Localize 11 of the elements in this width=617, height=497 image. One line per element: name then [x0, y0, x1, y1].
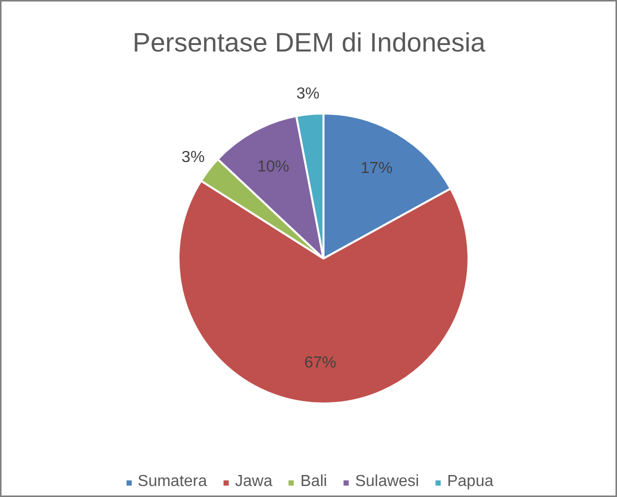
- chart-title: Persentase DEM di Indonesia: [132, 28, 486, 58]
- legend-label: Bali: [300, 473, 328, 491]
- data-label: 3%: [296, 86, 320, 103]
- data-label: 10%: [257, 158, 290, 176]
- data-label: 17%: [360, 160, 393, 178]
- legend-label: Sulawesi: [355, 473, 420, 491]
- data-label: 3%: [182, 148, 205, 166]
- data-label: 67%: [304, 354, 336, 372]
- legend-label: Sumatera: [138, 473, 208, 491]
- legend-label: Papua: [447, 473, 494, 491]
- legend-label: Jawa: [235, 473, 272, 491]
